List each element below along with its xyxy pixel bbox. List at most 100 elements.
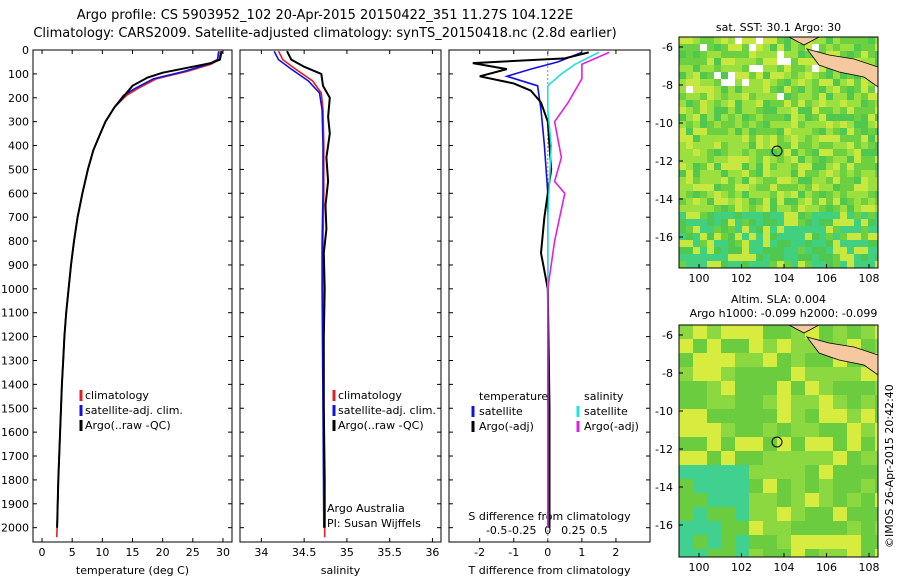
map-cell: [840, 205, 847, 212]
map-cell: [847, 156, 854, 163]
map-cell: [679, 212, 686, 219]
map-cell: [791, 72, 798, 79]
map-y-tick-label: -6: [662, 329, 673, 342]
map-cell: [721, 198, 728, 205]
map-cell: [735, 65, 742, 72]
map-cell: [693, 219, 700, 226]
map-cell: [714, 233, 721, 240]
map-cell: [749, 254, 756, 261]
map-cell: [812, 261, 819, 268]
map-cell: [749, 142, 756, 149]
map-cell: [756, 247, 763, 254]
map-cell: [777, 381, 791, 395]
map-cell: [868, 86, 875, 93]
map-cell: [735, 261, 742, 268]
map-cell: [805, 184, 812, 191]
map-cell: [819, 142, 826, 149]
map-cell: [686, 65, 693, 72]
x-tick-label: 2: [612, 546, 619, 559]
map-cell: [721, 128, 728, 135]
map-cell: [784, 65, 791, 72]
map-cell: [742, 205, 749, 212]
map-cell: [679, 381, 693, 395]
map-cell: [770, 37, 777, 44]
map-cell: [819, 100, 826, 107]
map-cell: [763, 240, 770, 247]
map-cell: [784, 247, 791, 254]
map-cell: [805, 135, 812, 142]
map-cell: [714, 37, 721, 44]
map-cell: [770, 72, 777, 79]
map-cell: [861, 423, 875, 437]
map-cell: [686, 226, 693, 233]
map-cell: [679, 226, 686, 233]
map-cell: [805, 395, 819, 409]
map-cell: [728, 72, 735, 79]
map-cell: [784, 191, 791, 198]
map-cell: [714, 240, 721, 247]
map-cell: [868, 100, 875, 107]
map-cell: [826, 121, 833, 128]
map-cell: [777, 142, 784, 149]
map-cell: [847, 72, 854, 79]
map-cell: [847, 535, 861, 549]
map-cell: [763, 149, 770, 156]
map-cell: [875, 44, 878, 51]
map-cell: [749, 381, 763, 395]
map-cell: [875, 240, 878, 247]
map-cell: [749, 107, 756, 114]
map-cell: [714, 100, 721, 107]
y-tick-label: 1500: [1, 402, 29, 415]
map-cell: [735, 135, 742, 142]
map-cell: [721, 107, 728, 114]
map-cell: [707, 107, 714, 114]
map-cell: [784, 142, 791, 149]
map-cell: [861, 191, 868, 198]
map-cell: [805, 247, 812, 254]
map-cell: [833, 93, 840, 100]
map-cell: [679, 170, 686, 177]
map-cell: [812, 170, 819, 177]
map-cell: [693, 51, 700, 58]
map-cell: [693, 156, 700, 163]
map-cell: [700, 37, 707, 44]
map-cell: [742, 72, 749, 79]
map-cell: [749, 177, 756, 184]
map-cell: [686, 79, 693, 86]
map-cell: [749, 423, 763, 437]
map-cell: [728, 79, 735, 86]
map-cell: [847, 37, 854, 44]
map-cell: [763, 58, 770, 65]
map-cell: [784, 226, 791, 233]
map-cell: [861, 184, 868, 191]
map-cell: [707, 100, 714, 107]
map-cell: [707, 191, 714, 198]
map-cell: [714, 254, 721, 261]
map-cell: [686, 156, 693, 163]
map-cell: [707, 114, 714, 121]
map-cell: [749, 37, 756, 44]
map-cell: [819, 163, 826, 170]
map-cell: [700, 79, 707, 86]
map-cell: [679, 339, 693, 353]
map-cell: [819, 381, 833, 395]
map-cell: [840, 51, 847, 58]
map-cell: [847, 233, 854, 240]
map-cell: [700, 198, 707, 205]
map-cell: [875, 507, 878, 521]
legend-header-t: temperature: [479, 390, 548, 403]
map-cell: [714, 198, 721, 205]
map-cell: [826, 142, 833, 149]
map-cell: [749, 191, 756, 198]
map-cell: [686, 198, 693, 205]
map-cell: [784, 72, 791, 79]
map-cell: [700, 93, 707, 100]
map-cell: [735, 507, 749, 521]
legend-label: satellite-adj. clim.: [85, 404, 183, 417]
map-cell: [742, 198, 749, 205]
map-cell: [721, 507, 735, 521]
map-cell: [693, 423, 707, 437]
map-cell: [826, 86, 833, 93]
map-cell: [721, 437, 735, 451]
map-cell: [777, 135, 784, 142]
